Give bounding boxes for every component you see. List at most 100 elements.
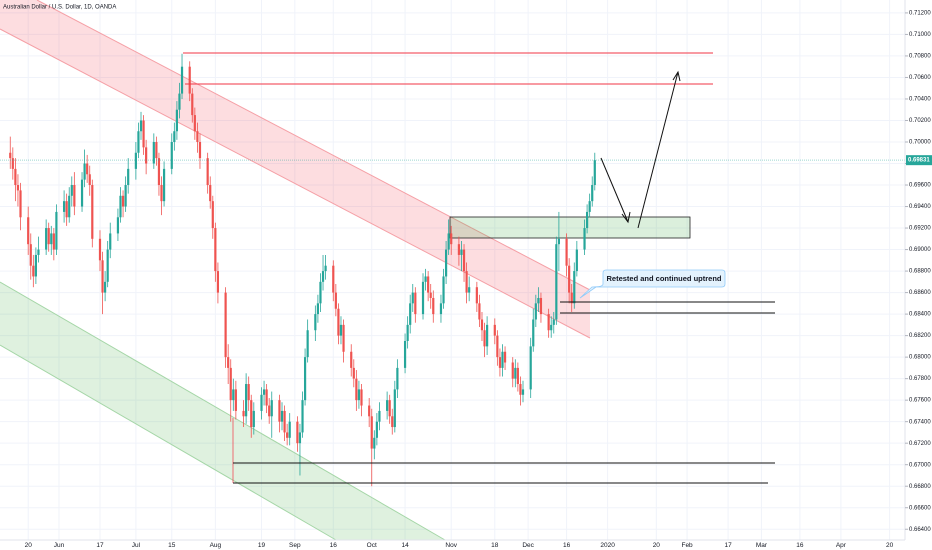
x-tick-label: Jun bbox=[54, 542, 65, 549]
candle-body bbox=[268, 405, 271, 417]
x-tick-label: Sep bbox=[289, 542, 301, 549]
candle-body bbox=[137, 131, 140, 153]
candle-body bbox=[19, 190, 22, 218]
y-tick-label: 0.71200 bbox=[909, 10, 931, 16]
y-tick-label: 0.67200 bbox=[909, 441, 931, 447]
projection-arrow bbox=[600, 157, 629, 223]
y-tick-label: 0.68800 bbox=[909, 269, 931, 275]
candle-body bbox=[373, 437, 376, 449]
y-tick-label: 0.67600 bbox=[909, 398, 931, 404]
candle-body bbox=[314, 314, 317, 331]
arrowhead bbox=[672, 70, 681, 82]
candle-body bbox=[547, 314, 550, 331]
candle-body bbox=[393, 389, 396, 428]
x-tick-label: 16 bbox=[796, 542, 804, 549]
candle-body bbox=[409, 303, 412, 325]
candle-body bbox=[260, 394, 263, 411]
candle-body bbox=[339, 324, 343, 336]
candle-body bbox=[306, 330, 309, 358]
candle-body bbox=[173, 131, 176, 142]
candle-body bbox=[27, 217, 30, 245]
candle-body bbox=[98, 238, 102, 261]
callout-text: Retested and continued uptrend bbox=[606, 274, 721, 283]
y-tick-label: 0.69000 bbox=[909, 247, 931, 253]
drawings-back bbox=[0, 0, 691, 541]
candle-body bbox=[68, 195, 71, 218]
candle-body bbox=[414, 292, 417, 315]
candle-body bbox=[211, 201, 214, 229]
x-tick-label: 14 bbox=[401, 542, 409, 549]
x-tick-label: Apr bbox=[836, 542, 847, 549]
x-tick-label: Feb bbox=[681, 542, 693, 549]
candle-body bbox=[498, 357, 502, 368]
channel-edge bbox=[36, 0, 591, 291]
candle-body bbox=[109, 233, 112, 250]
candle-body bbox=[157, 158, 161, 186]
candle-body bbox=[391, 416, 394, 428]
candle-body bbox=[50, 233, 53, 245]
candle-body bbox=[55, 211, 58, 250]
candle-body bbox=[62, 201, 66, 212]
candle-body bbox=[224, 292, 227, 358]
candle-body bbox=[145, 147, 148, 164]
candle-body bbox=[170, 141, 173, 169]
candle-body bbox=[155, 141, 158, 159]
y-tick-label: 0.66400 bbox=[909, 527, 931, 533]
candle-body bbox=[570, 292, 573, 304]
channel-edge bbox=[0, 28, 591, 339]
candle-body bbox=[47, 228, 50, 245]
candle-body bbox=[283, 410, 286, 433]
y-tick-label: 0.70200 bbox=[909, 118, 931, 124]
drawings-front: Retested and continued uptrend bbox=[183, 52, 775, 484]
candle-body bbox=[444, 249, 448, 277]
candle-body bbox=[539, 297, 543, 315]
axes: 0.71200 0.71000 0.70800 0.70600 0.70400 0.702… bbox=[25, 10, 932, 549]
candle-body bbox=[450, 233, 453, 245]
candle-body bbox=[106, 249, 109, 282]
channel-edge bbox=[0, 344, 337, 541]
candle-body bbox=[288, 421, 291, 438]
candle-body bbox=[375, 421, 378, 438]
candle-body bbox=[316, 303, 320, 315]
candle-body bbox=[478, 303, 481, 320]
last-price-tag bbox=[906, 155, 932, 166]
candle-body bbox=[86, 163, 89, 175]
candle-body bbox=[483, 330, 486, 347]
candle-body bbox=[104, 281, 107, 293]
y-tick-label: 0.68200 bbox=[909, 333, 931, 339]
candle-body bbox=[121, 195, 125, 207]
candle-body bbox=[193, 115, 196, 132]
channel-edge bbox=[0, 281, 446, 541]
candle-body bbox=[480, 319, 484, 331]
candle-body bbox=[37, 249, 40, 255]
candle-body bbox=[32, 265, 35, 277]
candle-body bbox=[386, 400, 389, 411]
x-tick-label: 20 bbox=[886, 542, 894, 549]
candle-body bbox=[334, 292, 337, 309]
candle-body bbox=[396, 367, 399, 390]
candle-body bbox=[134, 152, 137, 169]
candle-body bbox=[534, 303, 537, 320]
y-tick-label: 0.68600 bbox=[909, 290, 931, 296]
candle-body bbox=[45, 228, 48, 250]
candle-body bbox=[468, 287, 471, 293]
candle-body bbox=[486, 324, 489, 347]
y-tick-label: 0.70000 bbox=[909, 140, 931, 146]
candle-body bbox=[583, 228, 586, 250]
candle-body bbox=[532, 319, 535, 347]
candle-body bbox=[427, 276, 430, 293]
candle-body bbox=[573, 271, 576, 304]
candle-body bbox=[350, 351, 353, 368]
candle-body bbox=[475, 287, 478, 304]
candle-body bbox=[324, 265, 327, 272]
candle-body bbox=[319, 281, 322, 304]
candle-body bbox=[503, 351, 507, 363]
chart-title: Australian Dollar / U.S. Dollar, 1D, OAN… bbox=[3, 5, 116, 11]
x-tick-label: Jul bbox=[132, 542, 141, 549]
candle-body bbox=[303, 357, 307, 401]
x-tick-label: 18 bbox=[491, 542, 499, 549]
y-tick-label: 0.70600 bbox=[909, 75, 931, 81]
candle-body bbox=[262, 389, 266, 395]
candle-body bbox=[585, 211, 589, 229]
